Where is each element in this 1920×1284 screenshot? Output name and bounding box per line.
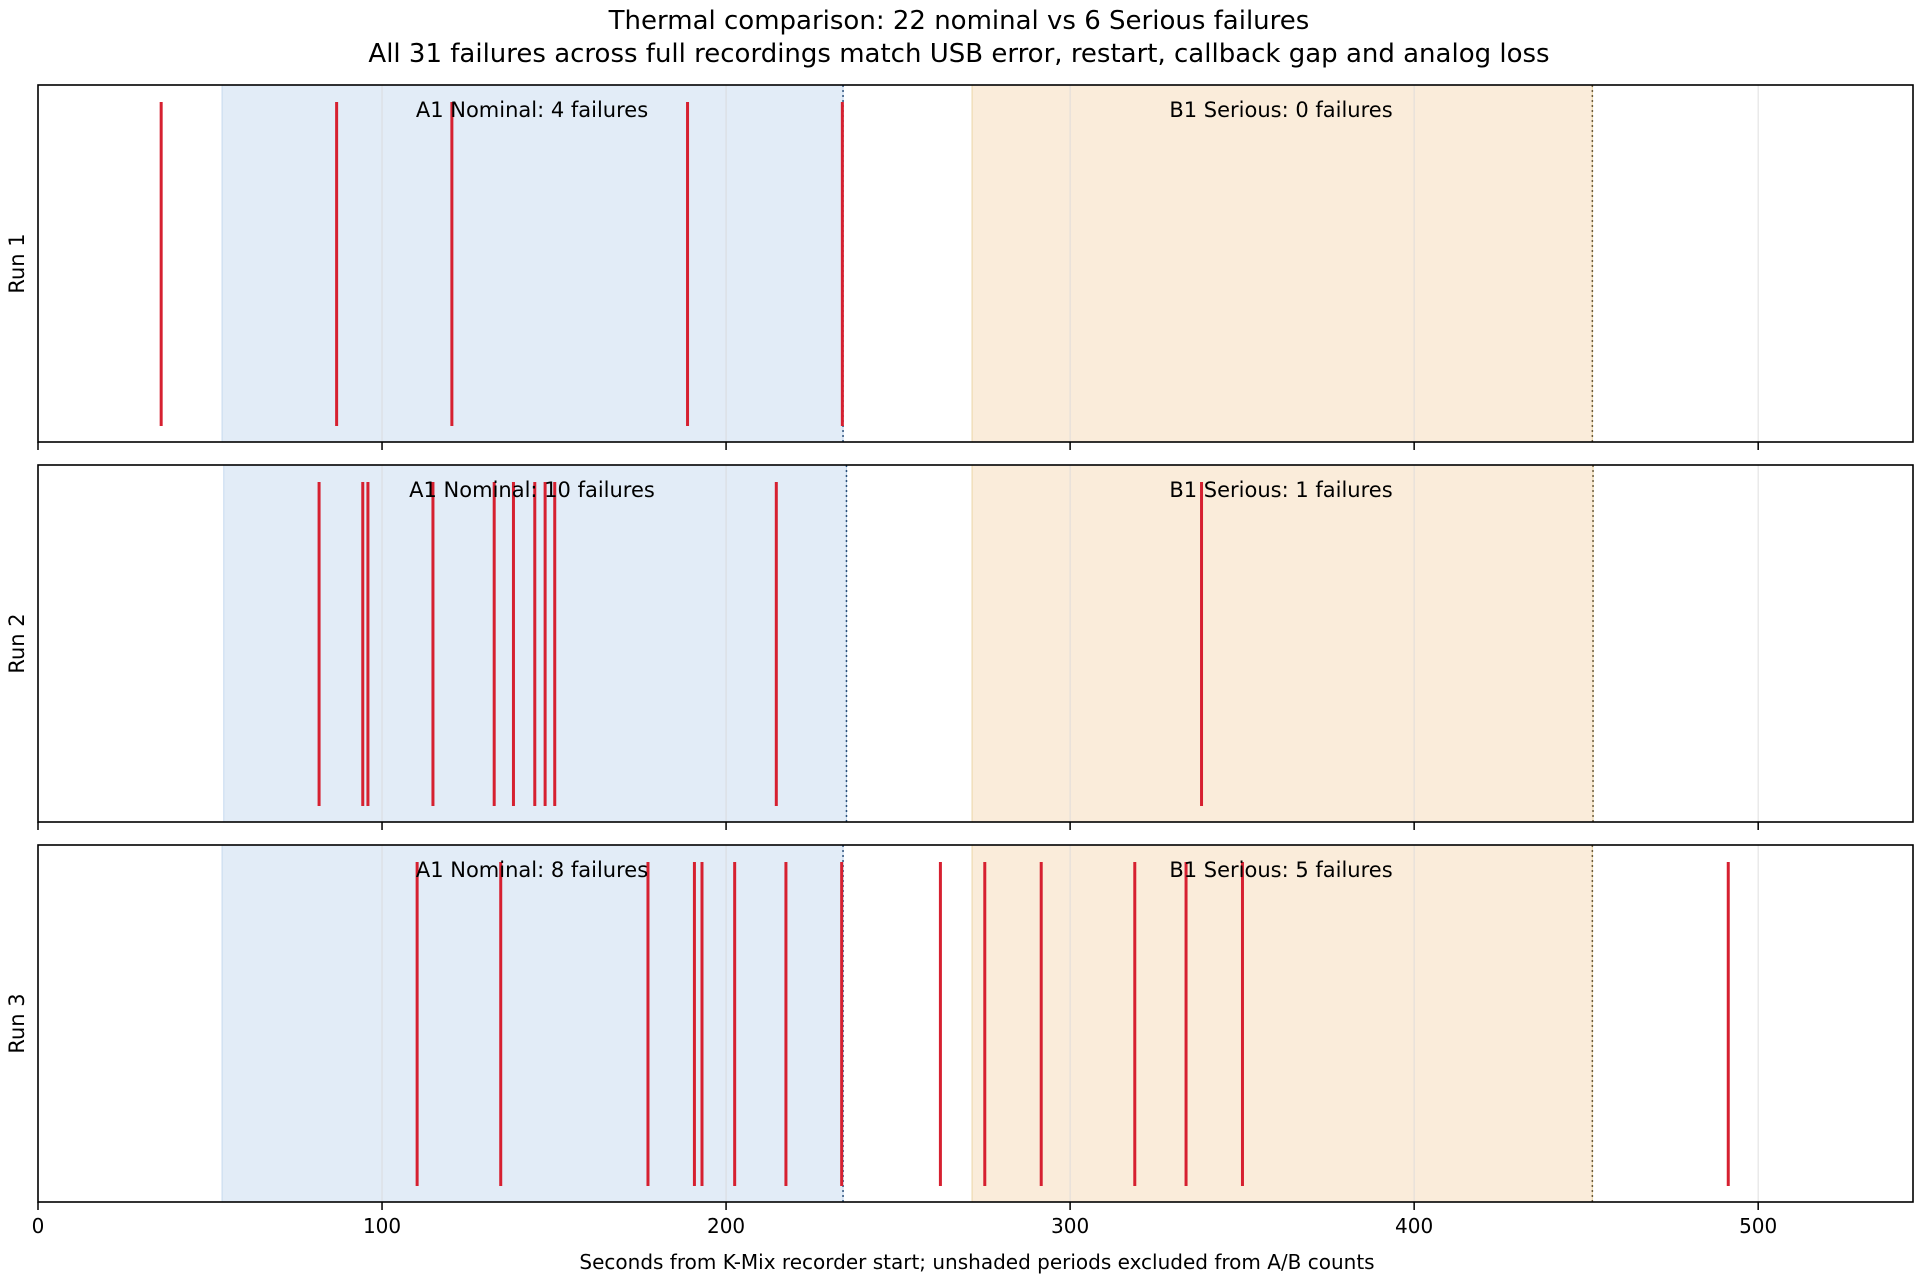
x-tick-label: 0 [32,1214,45,1238]
nominal-label: A1 Nominal: 10 failures [409,478,655,502]
panel-frame [37,84,1914,443]
serious-window [971,84,1593,443]
x-tick-label: 200 [707,1214,745,1238]
x-tick-label: 500 [1739,1214,1777,1238]
panel-run-3: A1 Nominal: 8 failures B1 Serious: 5 fail… [5,844,1914,1210]
panel-run-1: A1 Nominal: 4 failures B1 Serious: 0 fail… [5,84,1914,450]
x-tick-label: 400 [1395,1214,1433,1238]
nominal-label: A1 Nominal: 4 failures [416,98,648,122]
panel-run-2: A1 Nominal: 10 failures B1 Serious: 1 fai… [5,464,1914,830]
nominal-window [221,84,844,443]
chart-title: Thermal comparison: 22 nominal vs 6 Seri… [608,6,1310,36]
x-tick-label: 300 [1051,1214,1089,1238]
run-label: Run 1 [5,233,29,293]
serious-label: B1 Serious: 5 failures [1169,858,1392,882]
nominal-label: A1 Nominal: 8 failures [416,858,648,882]
x-tick-label: 100 [363,1214,401,1238]
run-label: Run 3 [5,993,29,1053]
panel-frame [37,464,1914,823]
serious-window [971,464,1594,823]
chart-subtitle: All 31 failures across full recordings m… [368,39,1549,69]
serious-label: B1 Serious: 0 failures [1169,98,1392,122]
nominal-window [221,844,844,1203]
run-label: Run 2 [5,613,29,673]
serious-label: B1 Serious: 1 failures [1169,478,1392,502]
panels: A1 Nominal: 4 failures B1 Serious: 0 fail… [5,84,1914,1238]
serious-window [971,844,1593,1203]
x-axis-label: Seconds from K-Mix recorder start; unsha… [579,1250,1374,1274]
panel-frame [37,844,1914,1203]
